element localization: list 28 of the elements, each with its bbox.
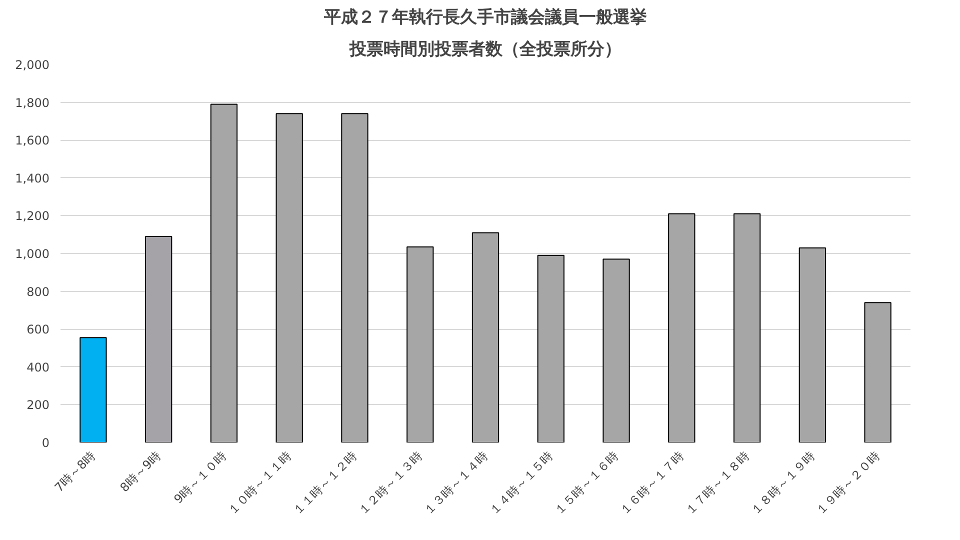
bar (472, 232, 500, 442)
bar (668, 213, 696, 442)
bar (276, 113, 303, 442)
chart-subtitle: 投票時間別投票者数（全投票所分） (348, 40, 622, 60)
y-tick-label: 400 (26, 360, 50, 374)
x-tick-label: 8時～9時 (117, 448, 164, 495)
bar (145, 236, 172, 442)
y-tick-label: 1,600 (15, 134, 50, 148)
bar (406, 246, 434, 442)
bar (798, 247, 826, 442)
bar (341, 113, 368, 442)
bar (537, 254, 564, 442)
bar (210, 104, 238, 442)
y-tick-label: 1,200 (15, 209, 50, 224)
chart-title: 平成２７年執行長久手市議会議員一般選挙 (323, 8, 647, 28)
y-tick-label: 600 (26, 322, 50, 337)
bar (864, 302, 892, 442)
y-tick-label: 2,000 (15, 58, 50, 72)
bar (80, 337, 107, 442)
y-tick-label: 1,800 (15, 96, 50, 110)
y-tick-label: 0 (42, 436, 50, 450)
x-tick-label: 7時～8時 (52, 448, 98, 495)
bar (602, 258, 630, 442)
bar (733, 213, 761, 442)
y-tick-label: 800 (26, 284, 50, 299)
y-tick-label: 1,000 (15, 247, 50, 261)
y-tick-label: 200 (26, 398, 50, 412)
y-tick-label: 1,400 (15, 171, 50, 186)
